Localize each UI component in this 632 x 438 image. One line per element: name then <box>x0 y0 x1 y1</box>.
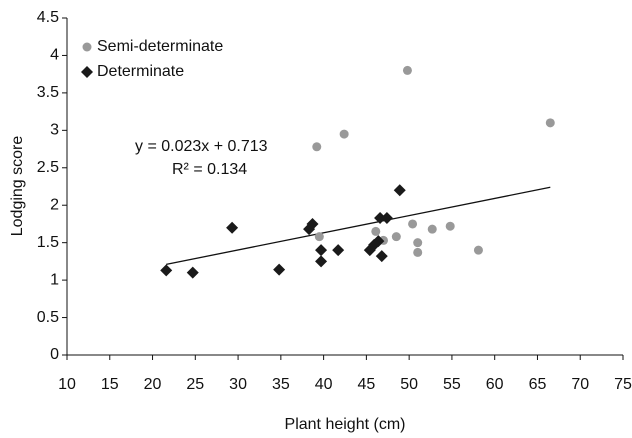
point <box>371 226 381 236</box>
x-axis-label: Plant height (cm) <box>285 416 406 433</box>
point <box>391 232 401 242</box>
x-tick-label: 15 <box>101 376 119 393</box>
y-tick-label: 2 <box>50 196 59 213</box>
point <box>413 247 423 257</box>
y-tick-label: 3.5 <box>37 84 59 101</box>
x-tick-label: 65 <box>529 376 547 393</box>
y-tick-label: 0.5 <box>37 309 59 326</box>
point <box>380 211 393 224</box>
legend-label: Semi-determinate <box>97 38 223 55</box>
x-tick-label: 50 <box>400 376 418 393</box>
point <box>402 65 412 75</box>
point <box>374 211 387 224</box>
x-tick-label: 45 <box>357 376 375 393</box>
legend-marker <box>81 66 93 78</box>
x-tick-label: 55 <box>443 376 461 393</box>
point <box>226 221 239 234</box>
point <box>186 266 199 279</box>
point <box>375 250 388 263</box>
x-tick-label: 30 <box>229 376 247 393</box>
y-axis-label: Lodging score <box>9 136 26 237</box>
y-tick-label: 0 <box>50 346 59 363</box>
point <box>315 244 328 257</box>
y-tick-label: 4 <box>50 47 59 64</box>
y-tick-label: 4.5 <box>37 9 59 26</box>
point <box>445 221 455 231</box>
x-tick-label: 70 <box>571 376 589 393</box>
point <box>545 118 555 128</box>
point <box>372 235 385 248</box>
point <box>315 255 328 268</box>
y-tick-label: 3 <box>50 122 59 139</box>
x-tick-label: 60 <box>486 376 504 393</box>
point <box>413 238 423 248</box>
point <box>312 142 322 152</box>
x-tick-label: 75 <box>614 376 632 393</box>
point <box>160 264 173 277</box>
point <box>427 224 437 234</box>
point <box>332 244 345 257</box>
x-tick-label: 10 <box>58 376 76 393</box>
legend-marker <box>82 42 92 52</box>
point <box>306 217 319 230</box>
trendline-equation: y = 0.023x + 0.713 <box>135 138 268 155</box>
y-tick-label: 1 <box>50 271 59 288</box>
trendline <box>166 186 551 266</box>
x-tick-label: 40 <box>315 376 333 393</box>
x-tick-label: 35 <box>272 376 290 393</box>
point <box>339 129 349 139</box>
y-tick-label: 2.5 <box>37 159 59 176</box>
point <box>473 245 483 255</box>
point <box>408 219 418 229</box>
point <box>314 232 324 242</box>
y-tick-label: 1.5 <box>37 234 59 251</box>
legend-label: Determinate <box>97 63 184 80</box>
x-tick-label: 25 <box>186 376 204 393</box>
x-tick-label: 20 <box>144 376 162 393</box>
point <box>273 263 286 276</box>
point <box>393 184 406 197</box>
r-squared: R² = 0.134 <box>172 161 247 178</box>
